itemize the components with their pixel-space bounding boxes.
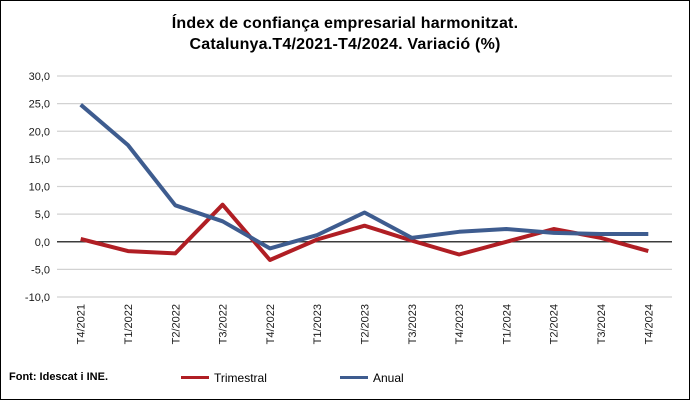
y-axis-tick-label: 0,0: [35, 237, 50, 249]
legend-label-anual: Anual: [373, 370, 404, 385]
series-line-anual: [79, 103, 649, 251]
chart-title: Índex de confiança empresarial harmonitz…: [1, 13, 689, 55]
x-axis-category-label: T4/2024: [643, 304, 655, 344]
x-axis-category-label: T3/2024: [596, 304, 608, 344]
chart-title-line2: Catalunya.T4/2021-T4/2024. Variació (%): [189, 36, 501, 53]
y-axis-tick-label: 15,0: [29, 154, 50, 166]
x-axis-category-label: T3/2022: [218, 304, 230, 344]
legend-label-trimestral: Trimestral: [214, 370, 267, 385]
x-axis-category-label: T2/2024: [549, 304, 561, 344]
chart-title-line1: Índex de confiança empresarial harmonitz…: [171, 15, 519, 32]
x-axis-category-label: T1/2023: [312, 304, 324, 344]
legend-item-trimestral: Trimestral: [181, 370, 267, 385]
y-axis-tick-label: 10,0: [29, 182, 50, 194]
x-axis-category-label: T1/2022: [123, 304, 135, 344]
y-axis-tick-label: 25,0: [29, 99, 50, 111]
x-axis-category-label: T4/2021: [76, 304, 88, 344]
x-axis-category-label: T2/2022: [170, 304, 182, 344]
x-axis-category-label: T4/2022: [265, 304, 277, 344]
x-axis-category-label: T4/2023: [454, 304, 466, 344]
anual-line-swatch: [340, 375, 368, 380]
x-axis-category-label: T2/2023: [360, 304, 372, 344]
y-axis-tick-label: -10,0: [25, 292, 50, 304]
y-axis-tick-label: 5,0: [35, 209, 50, 221]
y-axis-tick-label: 20,0: [29, 126, 50, 138]
series-line-trimestral: [80, 202, 649, 262]
x-axis-category-label: T1/2024: [501, 304, 513, 344]
source-note: Font: Idescat i INE.: [9, 371, 109, 383]
y-axis-tick-label: 30,0: [29, 71, 50, 83]
legend-item-anual: Anual: [340, 370, 404, 385]
y-axis-tick-label: -5,0: [31, 264, 50, 276]
trimestral-line-swatch: [181, 375, 209, 380]
x-axis-category-label: T3/2023: [407, 304, 419, 344]
